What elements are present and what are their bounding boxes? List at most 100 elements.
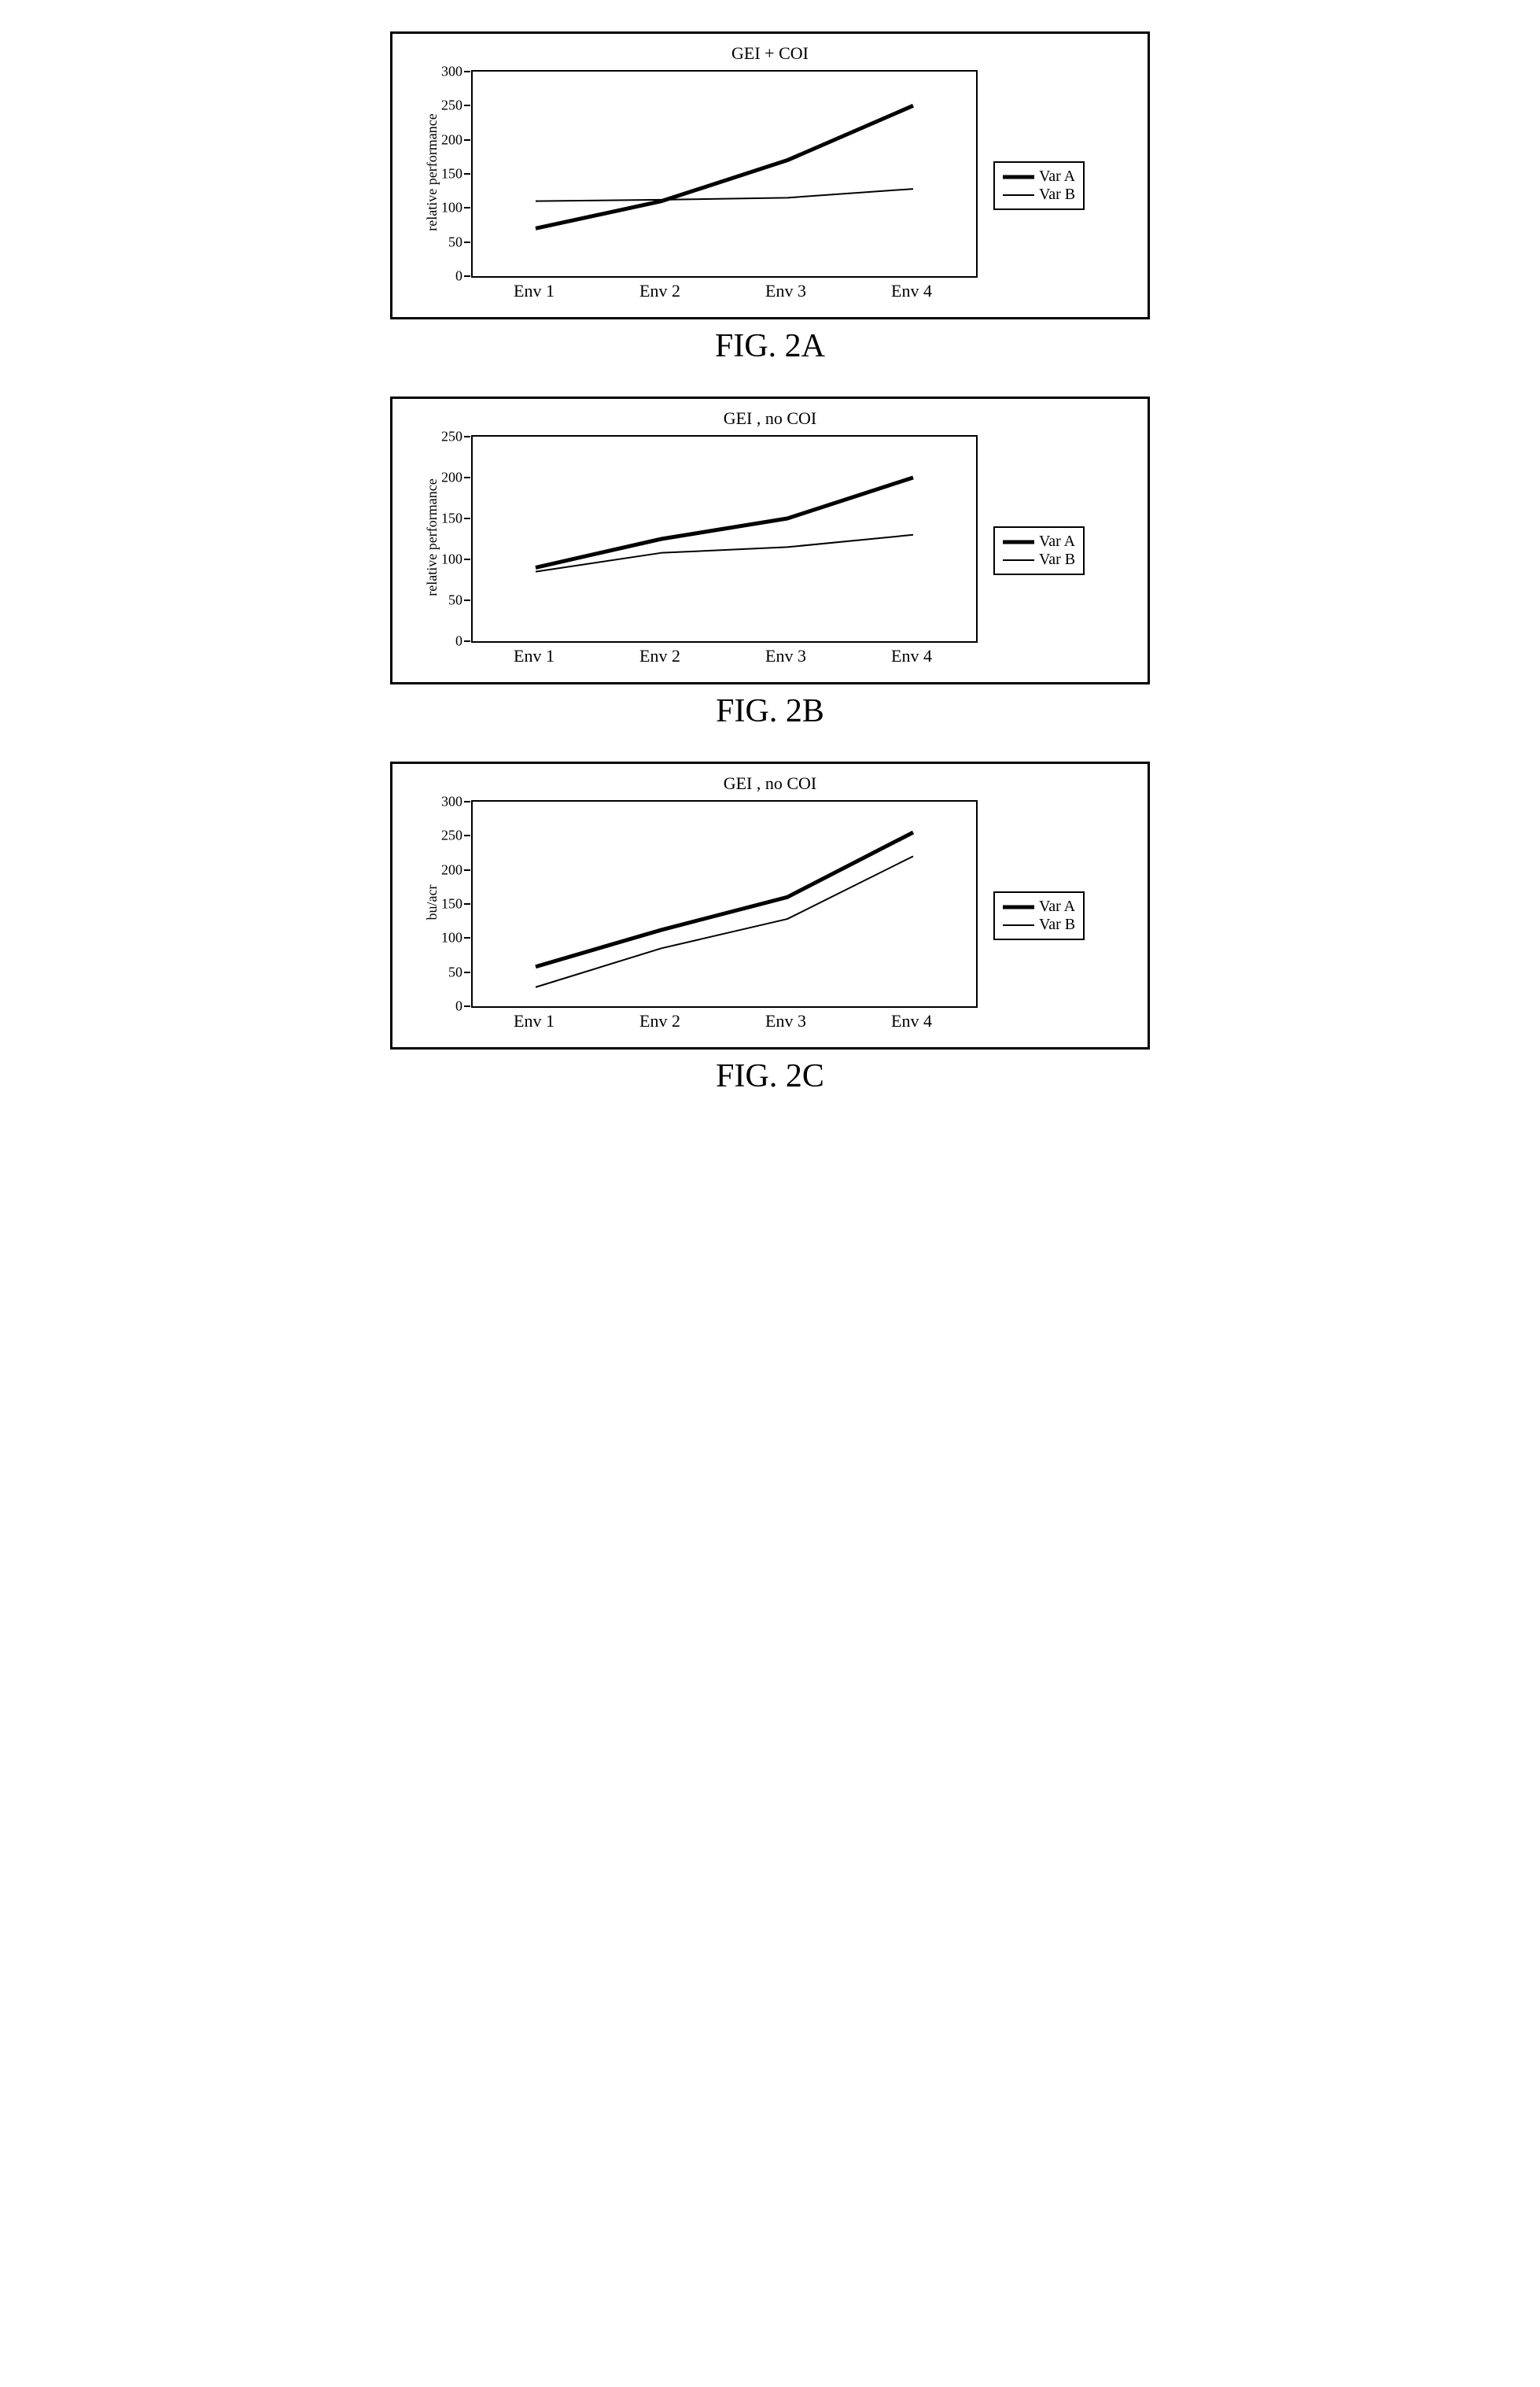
y-tick-label: 200 bbox=[429, 861, 462, 878]
legend-label: Var B bbox=[1039, 916, 1075, 934]
series-line bbox=[536, 478, 913, 567]
y-tick-label: 100 bbox=[429, 552, 462, 568]
chart-svg-2c bbox=[473, 802, 976, 1006]
y-tick-label: 50 bbox=[429, 964, 462, 980]
y-tick-label: 0 bbox=[429, 998, 462, 1015]
y-tick-label: 300 bbox=[429, 64, 462, 80]
y-tick-mark bbox=[464, 600, 470, 601]
legend-label: Var A bbox=[1039, 898, 1075, 916]
chart-row-2b: relative performance 050100150200250 Env… bbox=[424, 435, 1116, 666]
y-tick-mark bbox=[464, 71, 470, 72]
chart-panel-2b: GEI , no COI relative performance 050100… bbox=[390, 397, 1150, 684]
y-tick-label: 200 bbox=[429, 470, 462, 486]
plot-area-2b: 050100150200250 bbox=[471, 435, 978, 643]
x-category-label: Env 2 bbox=[639, 1011, 680, 1031]
y-tick-label: 50 bbox=[429, 234, 462, 250]
y-ticks-2c: 050100150200250300 bbox=[429, 802, 469, 1006]
x-category-label: Env 1 bbox=[514, 646, 554, 666]
series-line bbox=[536, 832, 913, 967]
legend-2c: Var AVar B bbox=[993, 891, 1085, 940]
x-category-label: Env 1 bbox=[514, 281, 554, 301]
chart-row-2c: bu/acr 050100150200250300 Env 1Env 2Env … bbox=[424, 800, 1116, 1031]
y-tick-mark bbox=[464, 275, 470, 277]
y-tick-mark bbox=[464, 869, 470, 871]
y-tick-mark bbox=[464, 436, 470, 437]
x-category-label: Env 3 bbox=[765, 281, 806, 301]
legend-label: Var A bbox=[1039, 168, 1075, 186]
y-tick-label: 150 bbox=[429, 511, 462, 527]
y-tick-label: 0 bbox=[429, 268, 462, 285]
legend-swatch bbox=[1003, 189, 1034, 201]
series-line bbox=[536, 189, 913, 201]
series-line bbox=[536, 105, 913, 228]
y-tick-mark bbox=[464, 105, 470, 106]
x-category-label: Env 2 bbox=[639, 646, 680, 666]
y-tick-label: 250 bbox=[429, 98, 462, 114]
chart-box-2b: relative performance 050100150200250 Env… bbox=[424, 435, 978, 666]
legend-row: Var B bbox=[1003, 186, 1075, 204]
x-labels-2c: Env 1 Env 2 Env 3 Env 4 bbox=[471, 1008, 974, 1031]
x-category-label: Env 4 bbox=[891, 646, 932, 666]
y-tick-label: 0 bbox=[429, 633, 462, 650]
legend-label: Var A bbox=[1039, 533, 1075, 551]
x-category-label: Env 2 bbox=[639, 281, 680, 301]
y-tick-label: 100 bbox=[429, 200, 462, 216]
y-tick-mark bbox=[464, 903, 470, 905]
y-tick-label: 100 bbox=[429, 930, 462, 946]
y-tick-label: 250 bbox=[429, 429, 462, 445]
x-labels-2a: Env 1 Env 2 Env 3 Env 4 bbox=[471, 278, 974, 301]
legend-2b: Var AVar B bbox=[993, 526, 1085, 575]
x-category-label: Env 4 bbox=[891, 281, 932, 301]
y-tick-mark bbox=[464, 559, 470, 560]
x-category-label: Env 4 bbox=[891, 1011, 932, 1031]
plot-area-2a: 050100150200250300 bbox=[471, 70, 978, 278]
y-tick-mark bbox=[464, 835, 470, 836]
figure-caption-2b: FIG. 2B bbox=[377, 692, 1163, 730]
y-tick-label: 200 bbox=[429, 131, 462, 148]
series-line bbox=[536, 856, 913, 987]
y-tick-mark bbox=[464, 1005, 470, 1007]
legend-swatch bbox=[1003, 919, 1034, 932]
legend-swatch bbox=[1003, 901, 1034, 913]
figure-caption-2c: FIG. 2C bbox=[377, 1057, 1163, 1095]
y-tick-label: 150 bbox=[429, 166, 462, 183]
y-tick-label: 150 bbox=[429, 896, 462, 913]
y-tick-mark bbox=[464, 242, 470, 243]
y-tick-mark bbox=[464, 937, 470, 939]
legend-swatch bbox=[1003, 171, 1034, 183]
y-tick-mark bbox=[464, 640, 470, 642]
legend-row: Var A bbox=[1003, 898, 1075, 916]
y-ticks-2a: 050100150200250300 bbox=[429, 72, 469, 276]
chart-title-2c: GEI , no COI bbox=[424, 773, 1116, 794]
y-tick-label: 50 bbox=[429, 592, 462, 609]
y-tick-mark bbox=[464, 801, 470, 802]
legend-row: Var B bbox=[1003, 916, 1075, 934]
legend-row: Var A bbox=[1003, 533, 1075, 551]
y-tick-mark bbox=[464, 477, 470, 478]
chart-svg-2a bbox=[473, 72, 976, 276]
x-labels-2b: Env 1 Env 2 Env 3 Env 4 bbox=[471, 643, 974, 666]
x-category-label: Env 3 bbox=[765, 1011, 806, 1031]
y-tick-mark bbox=[464, 972, 470, 973]
x-category-label: Env 3 bbox=[765, 646, 806, 666]
chart-panel-2c: GEI , no COI bu/acr 050100150200250300 E… bbox=[390, 762, 1150, 1050]
y-tick-mark bbox=[464, 173, 470, 175]
chart-panel-2a: GEI + COI relative performance 050100150… bbox=[390, 31, 1150, 319]
chart-row-2a: relative performance 050100150200250300 … bbox=[424, 70, 1116, 301]
y-tick-label: 250 bbox=[429, 828, 462, 844]
x-category-label: Env 1 bbox=[514, 1011, 554, 1031]
legend-swatch bbox=[1003, 554, 1034, 566]
chart-title-2b: GEI , no COI bbox=[424, 408, 1116, 429]
y-tick-mark bbox=[464, 139, 470, 141]
figure-page: GEI + COI relative performance 050100150… bbox=[377, 31, 1163, 1095]
legend-row: Var A bbox=[1003, 168, 1075, 186]
y-ticks-2b: 050100150200250 bbox=[429, 437, 469, 641]
y-tick-mark bbox=[464, 518, 470, 519]
chart-box-2c: bu/acr 050100150200250300 Env 1Env 2Env … bbox=[424, 800, 978, 1031]
legend-label: Var B bbox=[1039, 186, 1075, 204]
y-tick-label: 300 bbox=[429, 794, 462, 810]
legend-row: Var B bbox=[1003, 551, 1075, 569]
y-tick-mark bbox=[464, 207, 470, 208]
chart-title-2a: GEI + COI bbox=[424, 43, 1116, 64]
chart-box-2a: relative performance 050100150200250300 … bbox=[424, 70, 978, 301]
